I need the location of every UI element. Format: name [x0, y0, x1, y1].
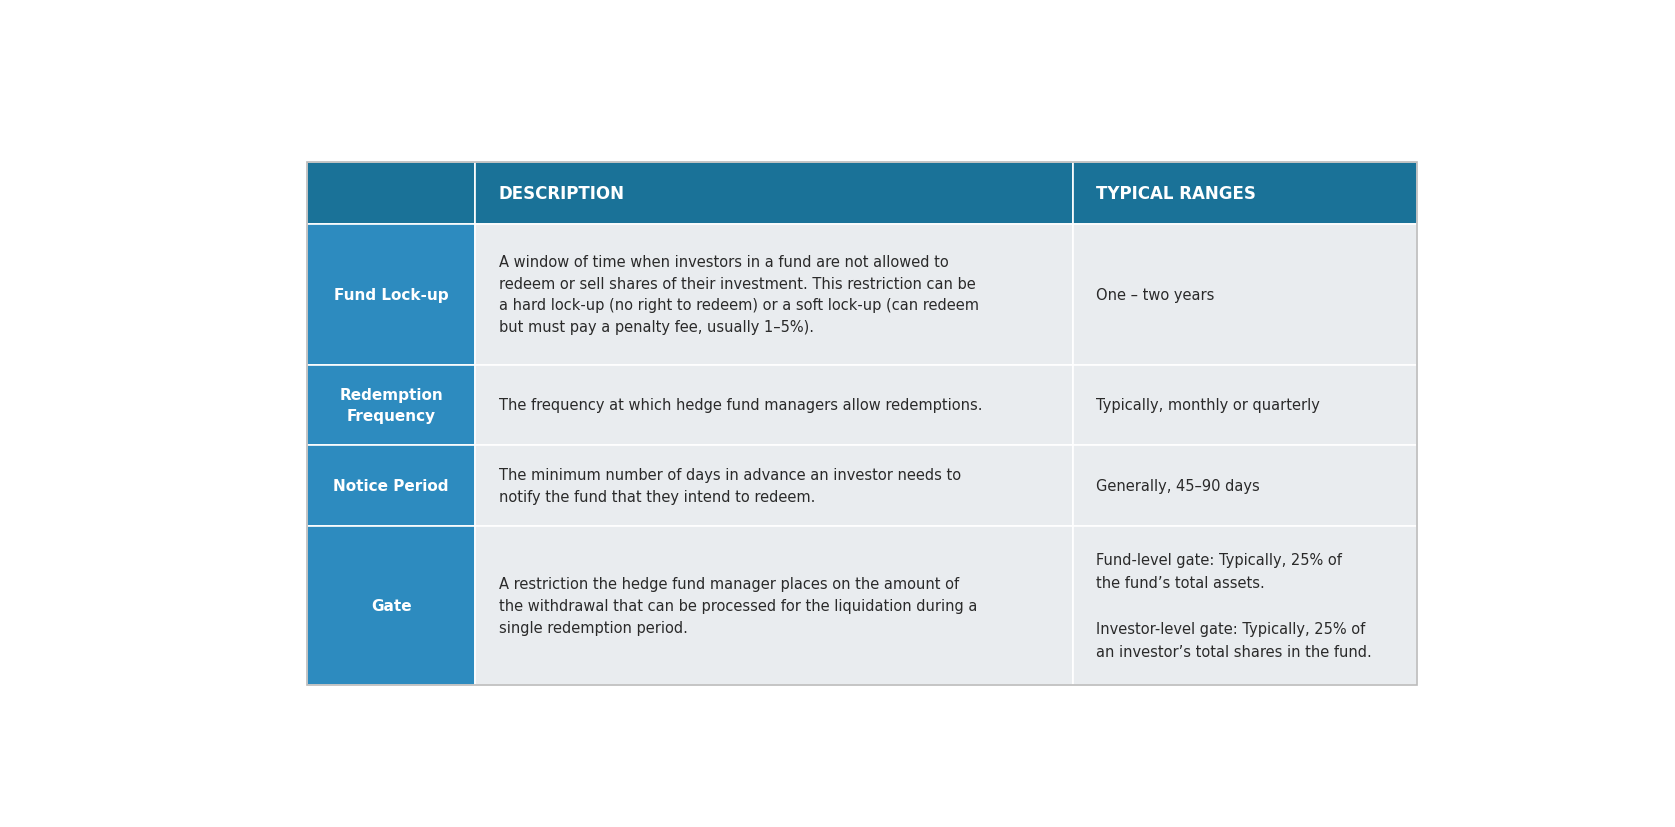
Bar: [476, 527, 1072, 685]
Bar: [476, 365, 1072, 446]
Text: A window of time when investors in a fund are not allowed to
redeem or sell shar: A window of time when investors in a fun…: [499, 255, 978, 335]
Text: Notice Period: Notice Period: [333, 479, 449, 494]
Bar: [1072, 446, 1417, 527]
Text: Gate: Gate: [370, 599, 412, 614]
Text: TYPICAL RANGES: TYPICAL RANGES: [1095, 184, 1256, 203]
Bar: [476, 225, 1072, 365]
Text: The frequency at which hedge fund managers allow redemptions.: The frequency at which hedge fund manage…: [499, 398, 982, 413]
Text: DESCRIPTION: DESCRIPTION: [499, 184, 625, 203]
Bar: [1072, 527, 1417, 685]
Text: Fund Lock-up: Fund Lock-up: [333, 287, 449, 303]
Text: Fund-level gate: Typically, 25% of
the fund’s total assets.

Investor-level gate: Fund-level gate: Typically, 25% of the f…: [1095, 552, 1372, 659]
Text: Generally, 45–90 days: Generally, 45–90 days: [1095, 479, 1260, 494]
Text: Redemption
Frequency: Redemption Frequency: [340, 388, 442, 423]
Text: Typically, monthly or quarterly: Typically, monthly or quarterly: [1095, 398, 1320, 413]
Bar: [307, 225, 476, 365]
Text: One – two years: One – two years: [1095, 287, 1214, 303]
Text: The minimum number of days in advance an investor needs to
notify the fund that : The minimum number of days in advance an…: [499, 468, 961, 504]
Bar: [476, 163, 1072, 225]
Bar: [307, 163, 1417, 685]
Bar: [307, 446, 476, 527]
Bar: [307, 163, 476, 225]
Bar: [476, 446, 1072, 527]
Bar: [307, 527, 476, 685]
Text: A restriction the hedge fund manager places on the amount of
the withdrawal that: A restriction the hedge fund manager pla…: [499, 576, 977, 635]
Bar: [1072, 225, 1417, 365]
Bar: [1072, 365, 1417, 446]
Bar: [1072, 163, 1417, 225]
Bar: [307, 365, 476, 446]
